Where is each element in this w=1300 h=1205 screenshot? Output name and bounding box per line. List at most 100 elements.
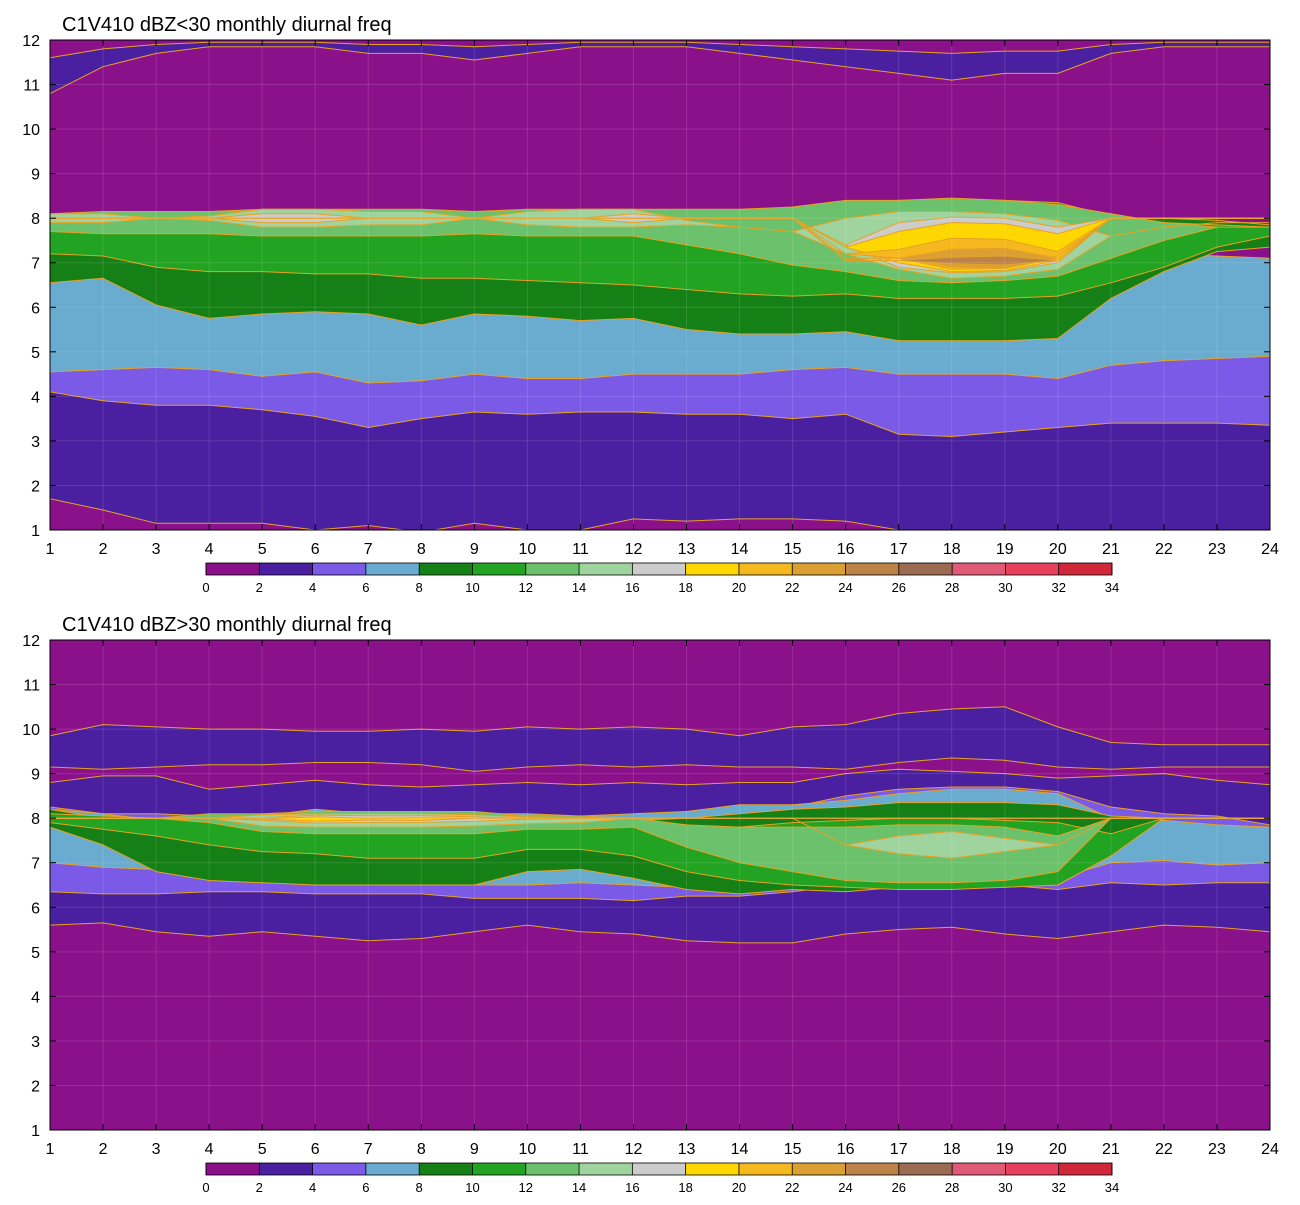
x-tick-label: 7 [364,1141,373,1158]
y-tick-label: 2 [31,478,40,495]
x-tick-label: 11 [572,541,589,558]
x-tick-label: 16 [837,541,855,558]
colorbar-tick-label: 6 [362,580,369,595]
x-tick-label: 8 [417,541,426,558]
colorbar-tick-label: 22 [785,580,799,595]
colorbar-tick-label: 18 [678,580,692,595]
x-tick-label: 14 [731,541,749,558]
colorbar-swatch [685,1163,739,1175]
x-tick-label: 4 [205,1141,214,1158]
colorbar-swatch [738,563,793,575]
x-tick-label: 19 [996,1141,1014,1158]
y-tick-label: 7 [31,256,40,273]
colorbar-swatch [1005,563,1059,575]
x-tick-label: 15 [784,541,802,558]
colorbar: 0 2 4 6 8 10 12 14 16 18 20 22 24 26 28 30 32 34 [202,562,1119,595]
colorbar-swatch [419,563,473,575]
y-tick-label: 3 [31,1034,40,1051]
colorbar-swatch [365,1163,420,1175]
x-tick-label: 3 [152,541,161,558]
colorbar-swatch [738,1163,793,1175]
x-tick-label: 9 [470,1141,479,1158]
colorbar-tick-label: 4 [309,1180,316,1195]
x-tick-label: 20 [1049,1141,1067,1158]
y-tick-label: 6 [31,300,40,317]
x-tick-label: 15 [784,1141,802,1158]
colorbar-tick-label: 26 [892,580,906,595]
colorbar-tick-label: 34 [1105,580,1119,595]
x-tick-label: 1 [46,541,55,558]
contour-level-16 [50,814,1270,824]
x-tick-label: 13 [678,541,696,558]
colorbar-swatch [685,563,739,575]
y-tick-label: 10 [22,122,40,139]
x-tick-label: 4 [205,541,214,558]
x-tick-label: 1 [46,1141,55,1158]
colorbar-tick-label: 12 [519,580,533,595]
colorbar-swatch [419,1163,473,1175]
y-tick-label: 5 [31,345,40,362]
colorbar-tick-label: 28 [945,1180,959,1195]
colorbar-swatch [312,1163,366,1175]
colorbar-tick-label: 24 [838,1180,852,1195]
y-tick-label: 4 [31,389,40,406]
colorbar-swatch [1058,1163,1112,1175]
y-tick-label: 8 [31,211,40,228]
colorbar-swatch [1005,1163,1059,1175]
y-tick-label: 11 [23,78,40,95]
colorbar-swatch [365,563,420,575]
contour-level-24 [50,217,1270,266]
x-tick-label: 2 [99,541,108,558]
colorbar-swatch [952,1163,1006,1175]
x-tick-label: 12 [625,541,643,558]
colorbar-tick-label: 24 [838,580,852,595]
colorbar-swatch [472,563,526,575]
x-tick-label: 23 [1208,541,1226,558]
colorbar-swatch [206,1163,260,1175]
contour-level-14 [50,813,1270,859]
colorbar-tick-label: 26 [892,1180,906,1195]
colorbar-tick-label: 8 [416,580,423,595]
colorbar-tick-label: 30 [998,1180,1012,1195]
y-tick-label: 12 [22,633,40,650]
colorbar-tick-label: 20 [732,580,746,595]
x-tick-label: 10 [518,541,536,558]
colorbar-tick-label: 22 [785,1180,799,1195]
colorbar-tick-label: 32 [1051,580,1065,595]
colorbar-swatch [792,563,846,575]
colorbar-swatch [845,563,899,575]
y-tick-label: 11 [23,678,40,695]
colorbar-swatch [898,563,953,575]
x-tick-label: 3 [152,1141,161,1158]
x-tick-label: 18 [943,1141,961,1158]
colorbar-tick-label: 4 [309,580,316,595]
x-tick-label: 22 [1155,1141,1173,1158]
colorbar-swatch [259,563,313,575]
colorbar-tick-label: 16 [625,1180,639,1195]
x-tick-label: 24 [1261,541,1279,558]
plot-area [49,39,1271,531]
x-tick-label: 12 [625,1141,643,1158]
x-tick-label: 17 [890,541,908,558]
x-tick-label: 10 [518,1141,536,1158]
colorbar-tick-label: 20 [732,1180,746,1195]
colorbar-tick-label: 18 [678,1180,692,1195]
x-tick-label: 19 [996,541,1014,558]
colorbar-tick-label: 28 [945,580,959,595]
colorbar-swatch [525,563,580,575]
chart-title: C1V410 dBZ>30 monthly diurnal freq [62,614,392,636]
y-tick-label: 7 [31,856,40,873]
colorbar-tick-label: 16 [625,580,639,595]
x-tick-label: 11 [572,1141,589,1158]
x-tick-label: 6 [311,541,320,558]
colorbar-tick-label: 10 [465,1180,479,1195]
x-tick-label: 6 [311,1141,320,1158]
colorbar-swatch [259,1163,313,1175]
y-tick-label: 9 [31,167,40,184]
y-tick-label: 2 [31,1078,40,1095]
colorbar-tick-label: 14 [572,580,586,595]
colorbar-tick-label: 6 [362,1180,369,1195]
colorbar-swatch [579,563,633,575]
